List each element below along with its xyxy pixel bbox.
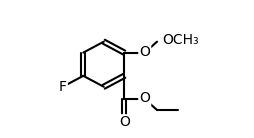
Text: O: O (139, 91, 150, 105)
Text: F: F (59, 80, 67, 94)
Text: O: O (119, 115, 130, 129)
Text: O: O (139, 45, 150, 59)
Text: OCH₃: OCH₃ (163, 33, 199, 47)
